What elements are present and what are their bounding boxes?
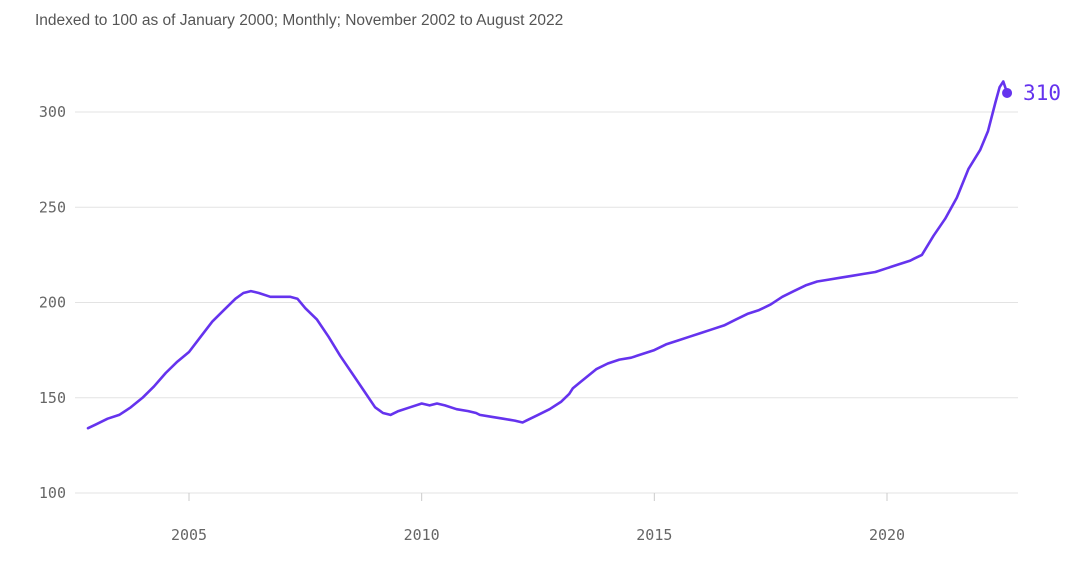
x-tick-label: 2005 (171, 526, 207, 544)
x-tick-label: 2020 (869, 526, 905, 544)
y-tick-label: 150 (39, 389, 66, 407)
x-tick-label: 2015 (636, 526, 672, 544)
end-point-marker (1002, 87, 1013, 98)
x-tick-label: 2010 (404, 526, 440, 544)
y-tick-label: 300 (39, 103, 66, 121)
end-value-label: 310 (1023, 81, 1061, 105)
chart-subtitle: Indexed to 100 as of January 2000; Month… (35, 12, 564, 29)
y-tick-label: 200 (39, 294, 66, 312)
series-line (86, 80, 1009, 430)
y-tick-label: 250 (39, 198, 66, 216)
y-tick-label: 100 (39, 484, 66, 502)
